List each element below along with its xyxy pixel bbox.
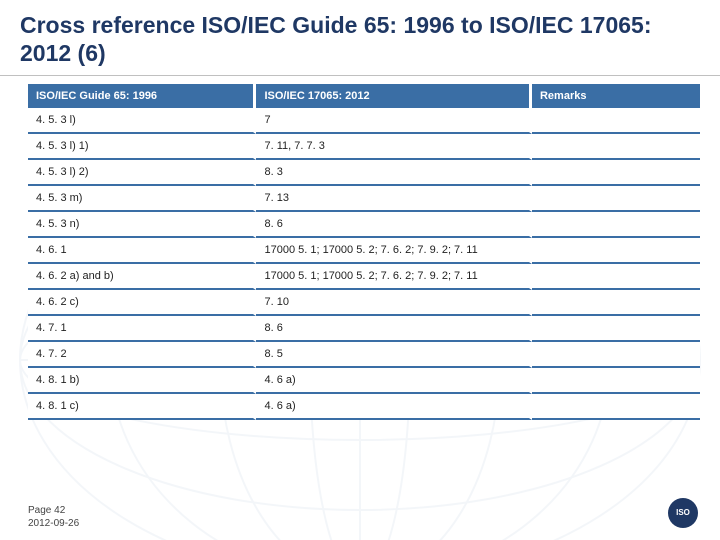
table-row: 4. 6. 117000 5. 1; 17000 5. 2; 7. 6. 2; … — [28, 238, 700, 264]
table-cell: 17000 5. 1; 17000 5. 2; 7. 6. 2; 7. 9. 2… — [256, 264, 532, 290]
table-cell: 4. 6. 2 a) and b) — [28, 264, 256, 290]
table-cell: 7. 10 — [256, 290, 532, 316]
table-cell: 8. 6 — [256, 316, 532, 342]
table-cell: 4. 5. 3 l) 2) — [28, 160, 256, 186]
table-cell — [532, 368, 700, 394]
iso-logo: ISO — [668, 498, 698, 528]
page-footer: Page 42 2012-09-26 — [28, 504, 79, 530]
page-number: Page 42 — [28, 504, 79, 517]
table-cell: 4. 6 a) — [256, 368, 532, 394]
table-cell: 8. 3 — [256, 160, 532, 186]
table-cell: 4. 5. 3 n) — [28, 212, 256, 238]
table-cell: 4. 5. 3 l) — [28, 108, 256, 134]
table-cell: 4. 6. 2 c) — [28, 290, 256, 316]
table-cell — [532, 394, 700, 420]
cross-reference-table: ISO/IEC Guide 65: 1996 ISO/IEC 17065: 20… — [28, 84, 700, 420]
column-header-remarks: Remarks — [532, 84, 700, 108]
table-cell — [532, 160, 700, 186]
table-row: 4. 5. 3 m)7. 13 — [28, 186, 700, 212]
table-cell — [532, 316, 700, 342]
table-cell — [532, 264, 700, 290]
table-cell: 17000 5. 1; 17000 5. 2; 7. 6. 2; 7. 9. 2… — [256, 238, 532, 264]
cross-reference-table-container: ISO/IEC Guide 65: 1996 ISO/IEC 17065: 20… — [0, 76, 720, 420]
table-cell: 4. 6. 1 — [28, 238, 256, 264]
page-date: 2012-09-26 — [28, 517, 79, 530]
table-row: 4. 5. 3 l)7 — [28, 108, 700, 134]
table-header-row: ISO/IEC Guide 65: 1996 ISO/IEC 17065: 20… — [28, 84, 700, 108]
column-header-17065: ISO/IEC 17065: 2012 — [256, 84, 532, 108]
table-row: 4. 7. 28. 5 — [28, 342, 700, 368]
table-cell: 7 — [256, 108, 532, 134]
table-cell: 7. 11, 7. 7. 3 — [256, 134, 532, 160]
table-cell — [532, 238, 700, 264]
table-cell: 8. 6 — [256, 212, 532, 238]
table-cell: 8. 5 — [256, 342, 532, 368]
table-row: 4. 5. 3 n)8. 6 — [28, 212, 700, 238]
column-header-guide65: ISO/IEC Guide 65: 1996 — [28, 84, 256, 108]
table-cell: 4. 5. 3 m) — [28, 186, 256, 212]
table-cell — [532, 134, 700, 160]
table-cell: 4. 6 a) — [256, 394, 532, 420]
table-row: 4. 7. 18. 6 — [28, 316, 700, 342]
table-row: 4. 5. 3 l) 2)8. 3 — [28, 160, 700, 186]
table-cell — [532, 186, 700, 212]
iso-logo-text: ISO — [676, 509, 690, 517]
table-cell — [532, 342, 700, 368]
table-row: 4. 6. 2 a) and b)17000 5. 1; 17000 5. 2;… — [28, 264, 700, 290]
table-cell: 4. 8. 1 c) — [28, 394, 256, 420]
table-cell — [532, 212, 700, 238]
table-cell: 7. 13 — [256, 186, 532, 212]
table-cell — [532, 108, 700, 134]
page-title: Cross reference ISO/IEC Guide 65: 1996 t… — [0, 0, 720, 76]
table-cell: 4. 7. 1 — [28, 316, 256, 342]
table-row: 4. 5. 3 l) 1)7. 11, 7. 7. 3 — [28, 134, 700, 160]
table-cell: 4. 5. 3 l) 1) — [28, 134, 256, 160]
table-row: 4. 6. 2 c)7. 10 — [28, 290, 700, 316]
table-cell — [532, 290, 700, 316]
table-cell: 4. 7. 2 — [28, 342, 256, 368]
table-row: 4. 8. 1 c)4. 6 a) — [28, 394, 700, 420]
table-row: 4. 8. 1 b)4. 6 a) — [28, 368, 700, 394]
table-cell: 4. 8. 1 b) — [28, 368, 256, 394]
